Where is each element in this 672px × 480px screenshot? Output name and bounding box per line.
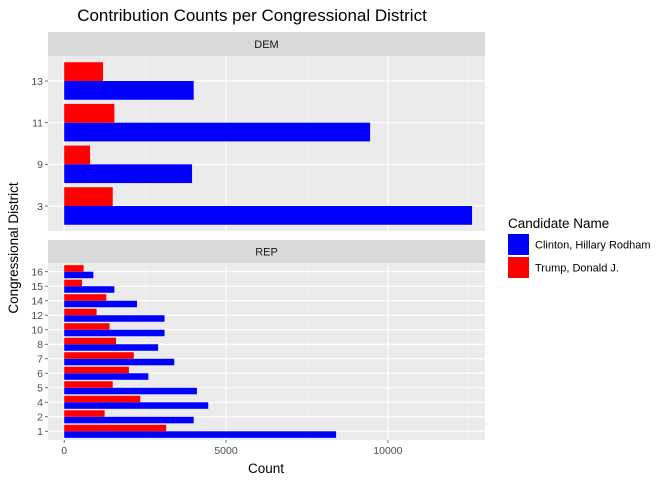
panel-dem: DEM 3 9 11 13	[31, 32, 485, 231]
y-axis-title: Congressional District	[6, 182, 21, 314]
y-tick-label: 12	[31, 310, 43, 322]
y-tick-label: 2	[37, 412, 43, 424]
x-axis-title: Count	[248, 461, 284, 476]
bar-clinton-dem-9	[64, 164, 193, 184]
bar-clinton-rep-1	[64, 431, 337, 438]
bar-trump-rep-16	[64, 265, 84, 272]
facet-strip	[48, 240, 485, 263]
x-tick-label: 5000	[214, 445, 238, 457]
bar-trump-rep-12	[64, 308, 97, 316]
y-tick-label: 14	[31, 296, 43, 308]
bar-clinton-rep-12	[64, 315, 165, 322]
bar-clinton-rep-16	[64, 271, 94, 279]
bar-clinton-rep-6	[64, 373, 149, 380]
y-tick-label: 7	[37, 354, 43, 366]
y-tick-label: 8	[37, 339, 43, 351]
bar-clinton-rep-7	[64, 358, 175, 366]
bar-clinton-rep-14	[64, 300, 138, 308]
bar-clinton-rep-4	[64, 402, 209, 409]
bar-trump-rep-15	[64, 279, 82, 287]
legend-label: Trump, Donald J.	[535, 263, 619, 275]
facet-strip-label: REP	[255, 247, 278, 259]
bar-trump-dem-9	[64, 145, 91, 165]
bar-trump-rep-10	[64, 323, 110, 330]
y-tick-label: 3	[37, 201, 43, 213]
y-tick-label: 1	[37, 426, 43, 438]
bar-trump-dem-11	[64, 103, 115, 123]
bar-trump-rep-14	[64, 294, 107, 301]
y-tick-label: 10	[31, 325, 43, 337]
panel-background	[48, 263, 485, 440]
y-tick-label: 11	[32, 117, 43, 129]
y-tick-label: 15	[31, 281, 43, 293]
bar-trump-dem-3	[64, 187, 113, 206]
legend: Candidate Name Clinton, Hillary Rodham Tr…	[508, 216, 651, 278]
bar-clinton-dem-11	[64, 122, 371, 142]
bar-trump-rep-2	[64, 410, 105, 417]
y-tick-label: 16	[31, 267, 43, 279]
bar-trump-rep-1	[64, 424, 167, 432]
bar-trump-rep-6	[64, 366, 129, 374]
bar-clinton-dem-3	[64, 206, 473, 225]
bar-clinton-rep-15	[64, 286, 115, 293]
x-axis: 0 5000 10000	[61, 440, 403, 457]
y-tick-label: 13	[31, 76, 43, 88]
facet-strip-label: DEM	[254, 39, 278, 51]
legend-key-clinton	[508, 234, 529, 255]
bar-clinton-dem-13	[64, 81, 194, 100]
y-tick-label: 5	[37, 383, 43, 395]
bar-trump-dem-13	[64, 62, 104, 81]
facet-strip	[48, 32, 485, 56]
bar-clinton-rep-2	[64, 416, 194, 424]
y-tick-label: 4	[37, 397, 43, 409]
legend-title: Candidate Name	[508, 216, 609, 231]
bar-clinton-rep-8	[64, 344, 159, 351]
bar-clinton-rep-10	[64, 329, 165, 337]
chart-title: Contribution Counts per Congressional Di…	[77, 6, 427, 25]
bar-clinton-rep-5	[64, 387, 197, 395]
x-tick-label: 10000	[373, 445, 402, 457]
bar-trump-rep-4	[64, 395, 141, 403]
bar-trump-rep-7	[64, 352, 134, 359]
legend-key-trump	[508, 257, 529, 278]
x-tick-label: 0	[61, 445, 67, 457]
legend-label: Clinton, Hillary Rodham	[535, 240, 651, 252]
y-tick-label: 6	[37, 368, 43, 380]
bar-trump-rep-5	[64, 381, 113, 388]
bar-trump-rep-8	[64, 337, 116, 345]
y-tick-label: 9	[37, 159, 43, 171]
